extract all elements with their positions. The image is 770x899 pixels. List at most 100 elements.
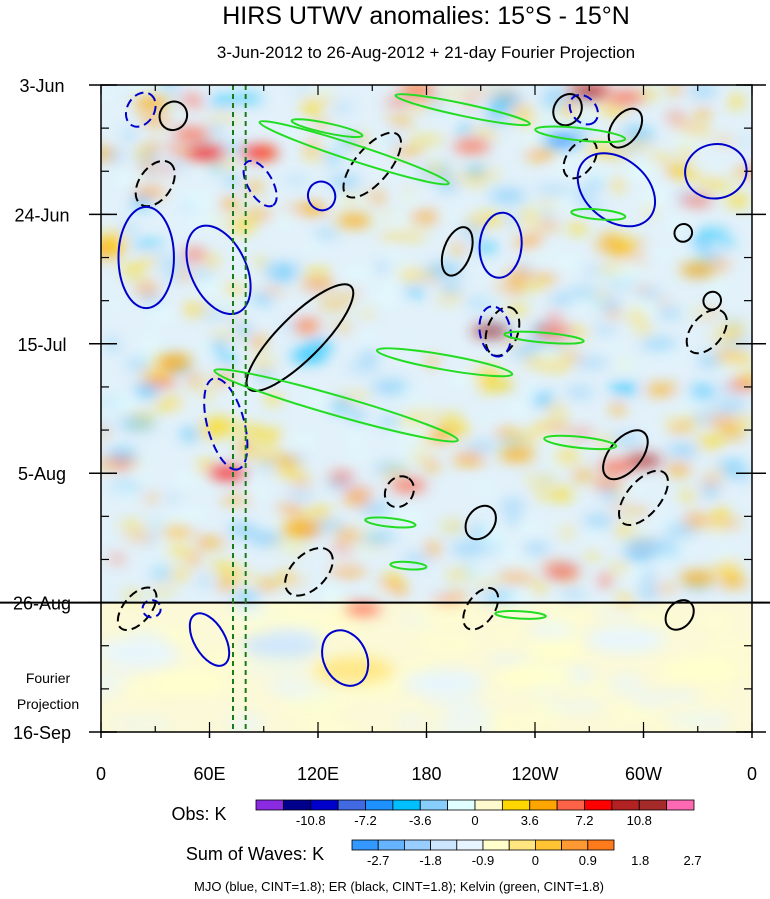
obs-texture-blob: [132, 469, 149, 481]
waves-colorbar-label: Sum of Waves: K: [186, 844, 324, 864]
obs-texture-blob: [274, 455, 300, 466]
obs-texture-blob: [711, 270, 728, 280]
obs-texture-blob: [490, 93, 522, 105]
obs-texture-blob: [722, 470, 752, 480]
obs-texture-blob: [288, 479, 313, 487]
obs-texture-blob: [344, 493, 371, 506]
obs-texture-blob: [138, 258, 157, 268]
obs-texture-blob: [409, 431, 431, 439]
obs-texture-blob: [101, 458, 116, 470]
kelvin-contour: [258, 120, 450, 186]
obs-texture-blob: [620, 125, 646, 138]
er-contour: [158, 100, 189, 132]
kelvin-contour: [290, 118, 364, 139]
obs-texture-blob: [524, 284, 552, 290]
obs-texture-blob: [544, 405, 567, 414]
obs-texture-blob: [654, 552, 679, 562]
obs-texture-blob: [167, 545, 192, 557]
kelvin-contour: [570, 207, 627, 221]
obs-texture-blob: [508, 562, 538, 572]
obs-texture-blob: [598, 234, 620, 243]
obs-texture-blob: [609, 251, 634, 257]
obs-anomaly-blob: [471, 325, 508, 338]
obs-texture-blob: [315, 140, 342, 153]
obs-texture-blob: [463, 217, 498, 226]
obs-texture-blob: [525, 476, 560, 483]
projection-anomaly-blob: [585, 626, 666, 653]
obs-texture-blob: [166, 495, 181, 501]
colorbar-swatch: [587, 839, 615, 851]
obs-texture-blob: [292, 319, 321, 330]
obs-texture-blob: [679, 195, 714, 206]
obs-texture-blob: [210, 562, 235, 573]
obs-texture-blob: [208, 163, 223, 172]
obs-texture-blob: [508, 105, 531, 112]
colorbar-swatch: [337, 799, 366, 811]
obs-texture-blob: [397, 231, 426, 239]
er-contour: [440, 226, 474, 277]
obs-texture-blob: [208, 332, 241, 339]
obs-texture-blob: [280, 540, 302, 551]
obs-texture-blob: [719, 339, 752, 347]
mjo-contour: [141, 599, 162, 619]
obs-texture-blob: [712, 505, 727, 518]
obs-texture-blob: [439, 414, 463, 424]
projection-texture-blob: [294, 690, 357, 711]
obs-texture-blob: [134, 383, 160, 397]
obs-texture-blob: [635, 325, 653, 335]
obs-texture-blob: [122, 130, 136, 140]
colorbar-swatch: [535, 839, 563, 851]
obs-texture-blob: [699, 178, 730, 189]
obs-anomaly-blob: [571, 85, 608, 98]
obs-texture-blob: [282, 206, 318, 213]
obs-texture-blob: [720, 429, 746, 439]
obs-texture-blob: [161, 528, 197, 536]
obs-anomaly-blob: [336, 214, 373, 227]
colorbar-tick-label: 0: [532, 853, 539, 868]
obs-texture-blob: [341, 489, 375, 495]
colorbar-swatch: [611, 799, 640, 811]
obs-texture-blob: [726, 321, 744, 328]
obs-anomaly-blob: [453, 140, 490, 153]
projection-texture-blob: [322, 600, 357, 620]
obs-texture-blob: [303, 268, 332, 276]
obs-texture-blob: [212, 374, 238, 385]
anomaly-features: [101, 85, 738, 696]
obs-texture-blob: [382, 249, 400, 257]
obs-texture-blob: [272, 214, 295, 226]
obs-anomaly-blob: [625, 541, 662, 554]
obs-texture-blob: [573, 298, 607, 307]
obs-texture-blob: [638, 587, 658, 599]
obs-texture-blob: [446, 374, 479, 384]
obs-texture-blob: [330, 556, 356, 565]
obs-texture-blob: [210, 124, 225, 134]
obs-texture-blob: [128, 241, 165, 248]
obs-texture-blob: [319, 587, 346, 601]
obs-texture-blob: [412, 445, 444, 454]
obs-texture-blob: [331, 104, 353, 111]
obs-texture-blob: [141, 366, 174, 378]
mjo-contour: [684, 143, 748, 200]
colorbar-swatch: [482, 839, 510, 851]
obs-anomaly-blob: [390, 479, 427, 492]
obs-texture-blob: [643, 384, 680, 396]
obs-texture-blob: [348, 544, 376, 554]
x-tick-label: 0: [747, 764, 757, 784]
obs-texture-blob: [500, 500, 526, 510]
obs-texture-blob: [104, 230, 124, 243]
er-contour: [685, 308, 728, 355]
obs-texture-blob: [518, 218, 541, 226]
obs-texture-blob: [524, 148, 556, 160]
obs-texture-blob: [187, 373, 202, 386]
projection-texture-blob: [644, 726, 707, 732]
obs-texture-blob: [627, 309, 646, 323]
obs-texture-blob: [253, 259, 268, 268]
obs-texture-blob: [122, 264, 142, 277]
projection-texture-blob: [490, 624, 521, 643]
colorbar-swatch: [501, 799, 531, 811]
obs-texture-blob: [249, 485, 265, 498]
obs-texture-blob: [195, 538, 212, 550]
obs-texture-blob: [541, 200, 557, 207]
obs-texture-blob: [450, 456, 479, 463]
